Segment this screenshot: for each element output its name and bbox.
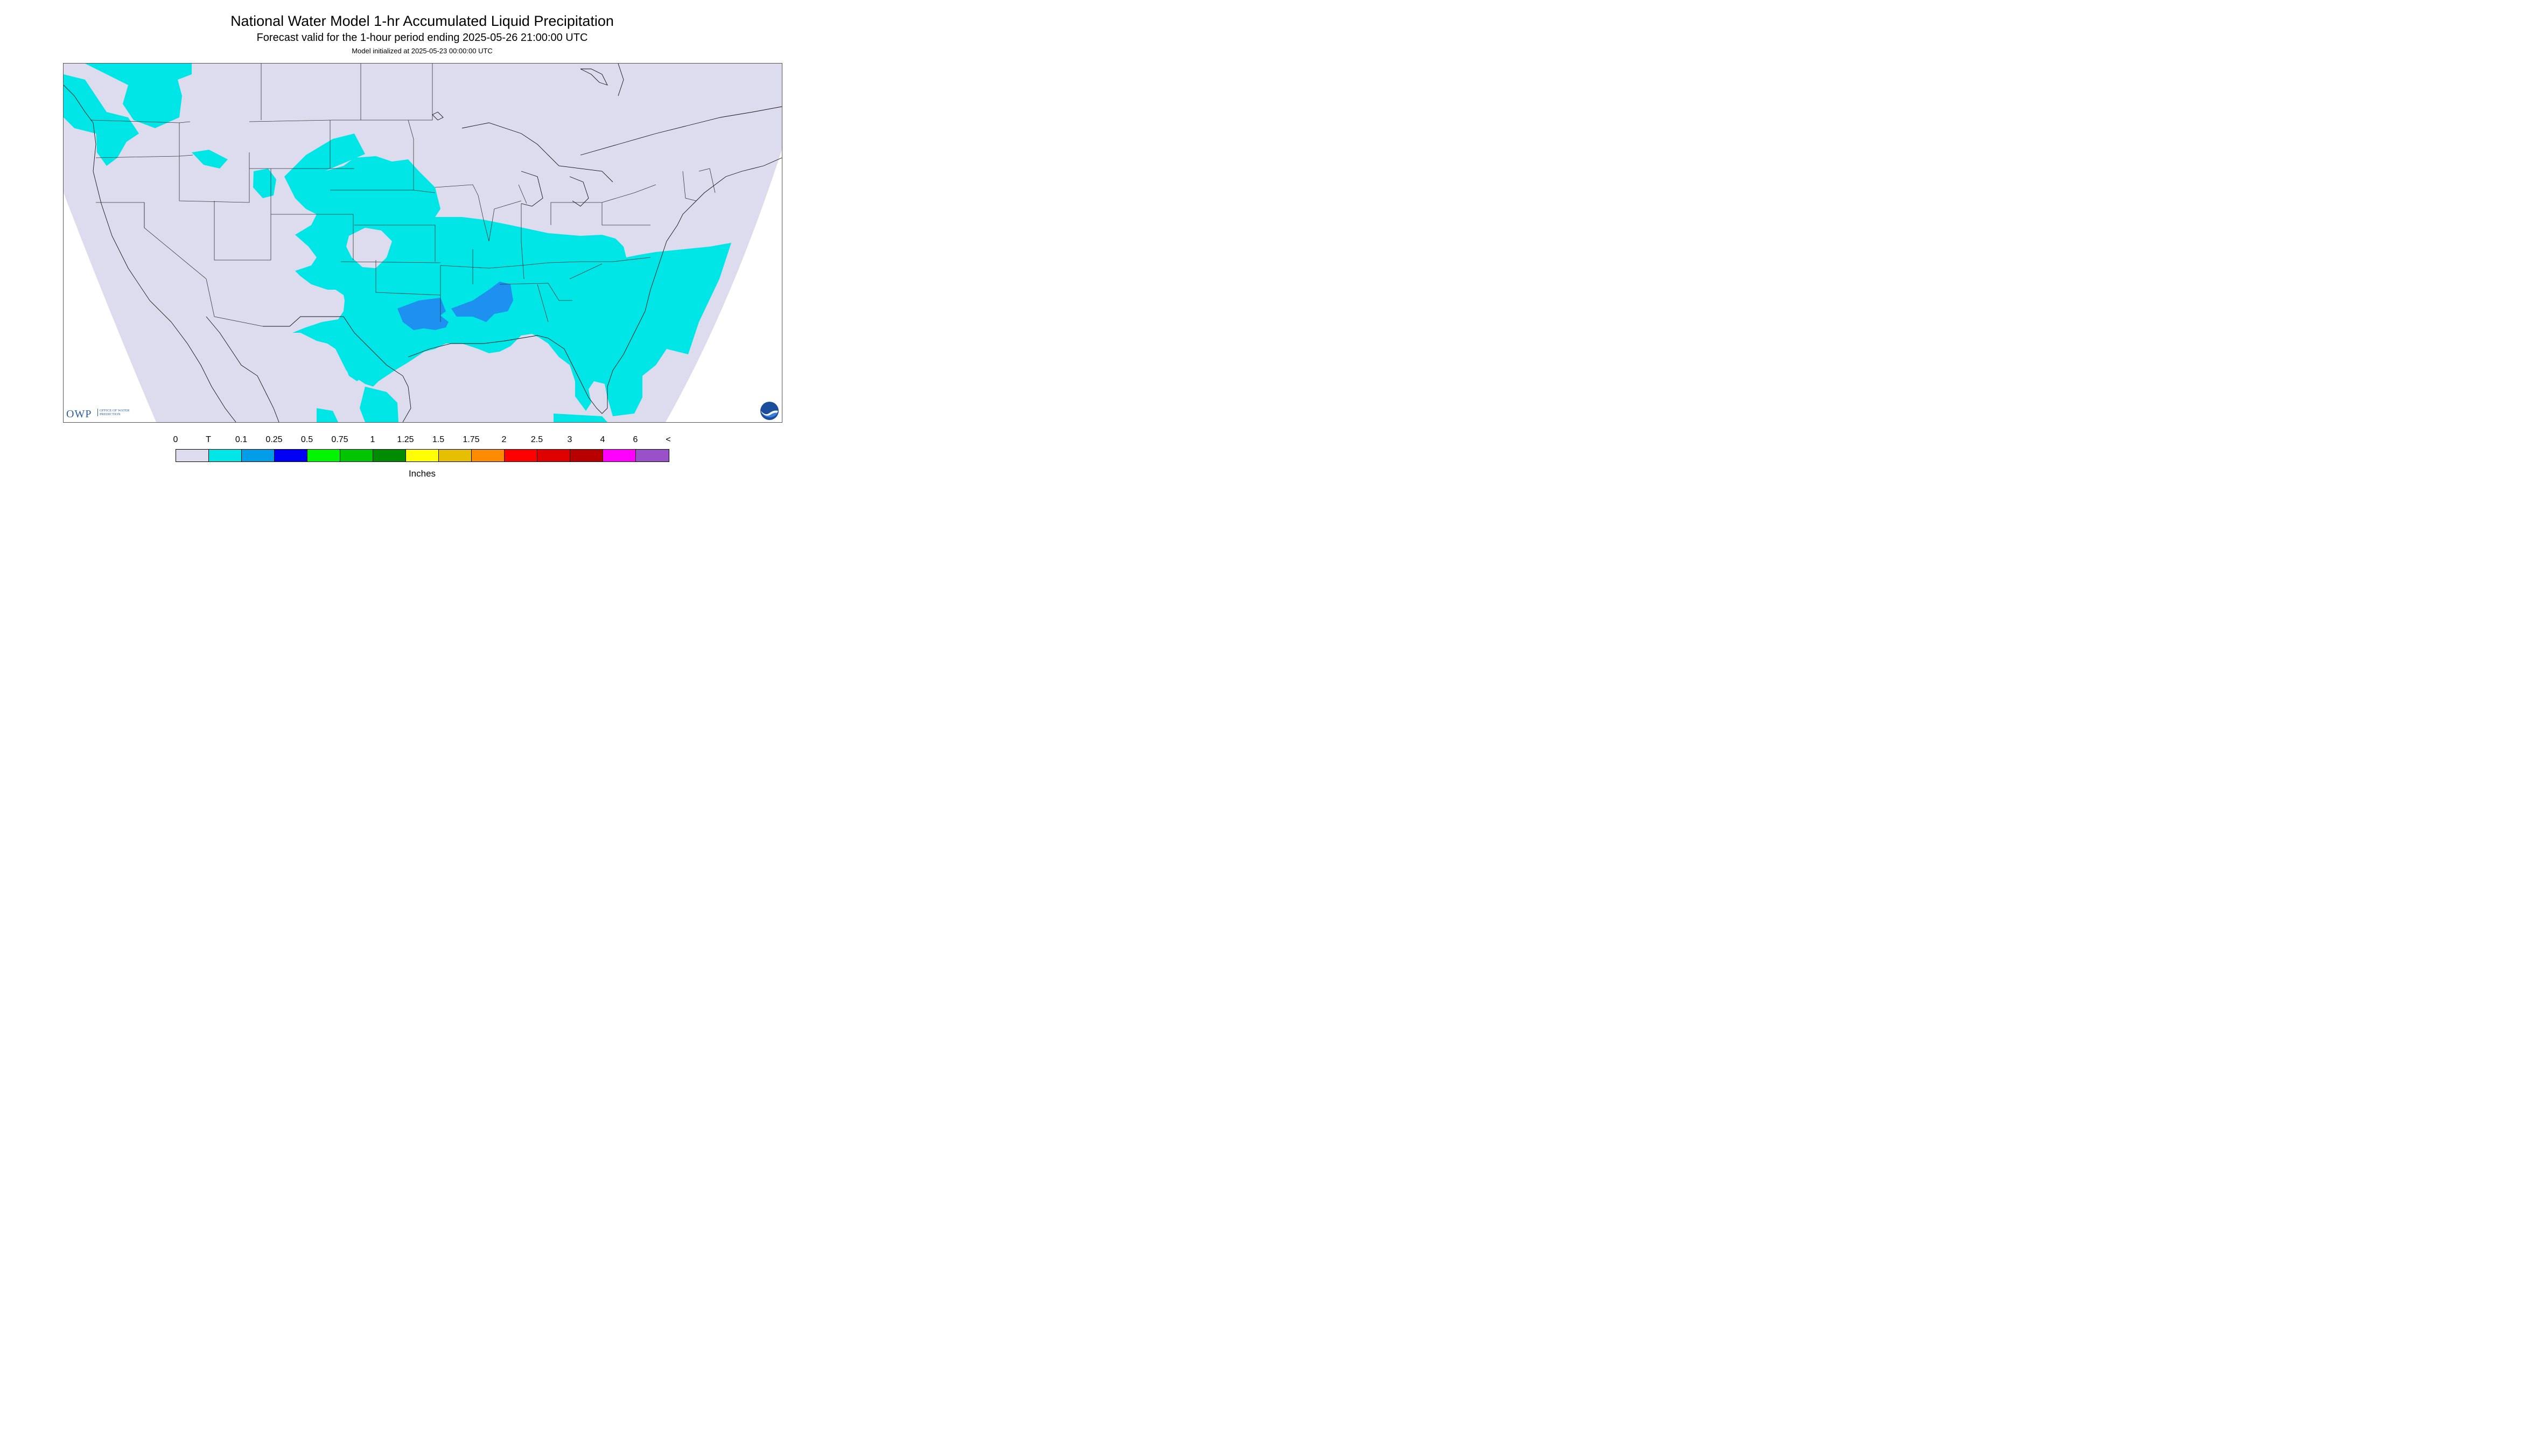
owp-logo: OWP OFFICE OF WATER PREDICTION	[66, 408, 130, 421]
owp-logo-letters: OWP	[66, 408, 92, 420]
map-subtitle: Forecast valid for the 1-hour period end…	[256, 32, 588, 44]
legend-label: 4	[600, 435, 605, 444]
coastlines	[64, 64, 782, 422]
model-init-text: Model initialized at 2025-05-23 00:00:00…	[352, 47, 493, 55]
legend-colorbar	[176, 449, 669, 462]
legend-label: T	[206, 435, 211, 444]
legend-label: 0.75	[331, 435, 348, 444]
legend-label: <	[666, 435, 671, 444]
owp-logo-text: OFFICE OF WATER PREDICTION	[97, 409, 132, 416]
map-title: National Water Model 1-hr Accumulated Li…	[230, 13, 614, 29]
legend-swatch	[439, 450, 472, 461]
legend-swatch	[570, 450, 603, 461]
legend-swatch	[275, 450, 307, 461]
legend-swatch	[505, 450, 537, 461]
legend-label: 1	[370, 435, 375, 444]
legend-label: 2	[501, 435, 507, 444]
legend-label: 0	[173, 435, 178, 444]
legend-label: 1.5	[432, 435, 445, 444]
map-canvas	[64, 64, 782, 422]
legend-label: 3	[567, 435, 572, 444]
legend-label: 0.25	[265, 435, 283, 444]
legend-label: 2.5	[530, 435, 543, 444]
state-borders	[90, 64, 716, 327]
legend-swatch	[340, 450, 373, 461]
legend-swatch	[636, 450, 669, 461]
legend-swatch	[176, 450, 209, 461]
legend-label: 6	[633, 435, 638, 444]
legend-label: 0.5	[300, 435, 313, 444]
legend-swatch	[307, 450, 340, 461]
precipitation-map	[63, 63, 782, 423]
noaa-logo-icon	[760, 402, 779, 420]
legend-unit: Inches	[408, 468, 436, 479]
legend-swatch	[472, 450, 505, 461]
legend-labels: 0 T 0.1 0.25 0.5 0.75 1 1.25 1.5 1.75 2 2.5 3 4 6 <	[159, 435, 687, 446]
legend-swatch	[537, 450, 570, 461]
legend-swatch	[603, 450, 636, 461]
legend-label: 0.1	[235, 435, 248, 444]
legend-swatch	[373, 450, 406, 461]
legend-label: 1.75	[463, 435, 480, 444]
legend-swatch	[209, 450, 242, 461]
legend-swatch	[242, 450, 275, 461]
legend-label: 1.25	[397, 435, 414, 444]
dry-pocket	[346, 228, 392, 268]
light-precip-areas	[397, 282, 513, 330]
trace-precip-areas	[64, 64, 731, 422]
legend-swatch	[406, 450, 439, 461]
